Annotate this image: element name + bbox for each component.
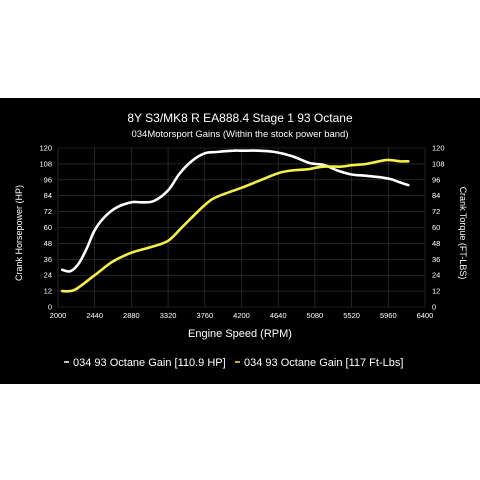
x-tick-label: 2440 — [86, 311, 103, 320]
chart-background — [0, 98, 480, 384]
x-tick-label: 4640 — [270, 311, 287, 320]
series-line-torque — [60, 158, 410, 293]
y-right-tick-label: 84 — [432, 191, 440, 200]
legend-entry-hp: 034 93 Octane Gain [110.9 HP] — [73, 357, 226, 369]
y-left-tick-label: 0 — [48, 303, 52, 312]
x-axis-label: Engine Speed (RPM) — [188, 328, 292, 340]
series-lines — [60, 149, 410, 293]
y-left-axis-label: Crank Horsepower (HP) — [14, 185, 24, 281]
y-left-tick-label: 48 — [44, 239, 52, 248]
y-left-tick-label: 60 — [44, 223, 52, 232]
y-left-tick-label: 96 — [44, 175, 52, 184]
chart-title: 8Y S3/MK8 R EA888.4 Stage 1 93 Octane — [127, 111, 353, 125]
y-left-tick-label: 120 — [39, 144, 52, 153]
grid-lines — [57, 147, 426, 308]
x-tick-label: 6400 — [417, 311, 434, 320]
legend: 034 93 Octane Gain [110.9 HP] 034 93 Oct… — [64, 357, 403, 369]
y-right-tick-label: 12 — [432, 287, 440, 296]
x-tick-label: 2000 — [50, 311, 67, 320]
x-tick-label: 4200 — [233, 311, 250, 320]
chart-subtitle: 034Motorsport Gains (Within the stock po… — [131, 129, 348, 140]
y-left-tick-label: 108 — [39, 159, 52, 168]
legend-entry-tq: 034 93 Octane Gain [117 Ft-Lbs] — [244, 357, 403, 369]
y-right-tick-label: 108 — [432, 159, 445, 168]
y-right-tick-label: 24 — [432, 271, 440, 280]
y-right-axis-label: Crank Torque (FT-LBS) — [458, 187, 468, 280]
y-left-tick-labels: 0 12 24 36 48 60 72 84 96 108 120 — [39, 144, 52, 312]
y-right-tick-labels: 0 12 24 36 48 60 72 84 96 108 120 — [432, 144, 445, 312]
x-tick-label: 5520 — [343, 311, 360, 320]
y-left-tick-label: 84 — [44, 191, 52, 200]
y-left-tick-label: 72 — [44, 207, 52, 216]
x-tick-label: 3320 — [160, 311, 177, 320]
y-right-tick-label: 0 — [432, 303, 436, 312]
y-right-tick-label: 120 — [432, 144, 445, 153]
y-right-tick-label: 36 — [432, 255, 440, 264]
y-left-tick-label: 12 — [44, 287, 52, 296]
y-left-tick-label: 36 — [44, 255, 52, 264]
x-tick-labels: 2000 2440 2880 3320 3760 4200 4640 5080 5520 5960… — [50, 311, 434, 320]
x-tick-label: 5080 — [307, 311, 324, 320]
y-right-tick-label: 48 — [432, 239, 440, 248]
y-right-tick-label: 60 — [432, 223, 440, 232]
x-tick-label: 5960 — [380, 311, 397, 320]
x-tick-label: 3760 — [196, 311, 213, 320]
x-tick-label: 2880 — [123, 311, 140, 320]
y-right-tick-label: 96 — [432, 175, 440, 184]
series-line-horsepower — [60, 149, 410, 273]
y-right-tick-label: 72 — [432, 207, 440, 216]
y-left-tick-label: 24 — [44, 271, 52, 280]
